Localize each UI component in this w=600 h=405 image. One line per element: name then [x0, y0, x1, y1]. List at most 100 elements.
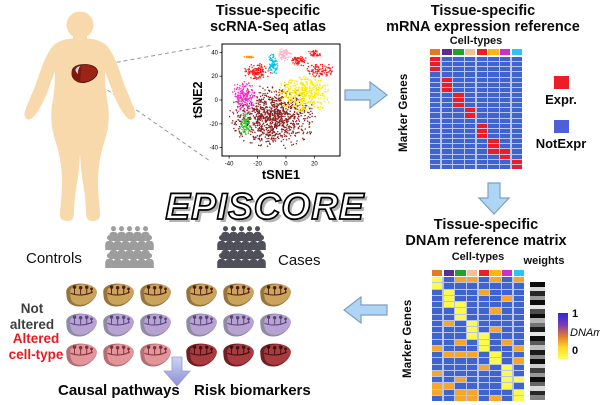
heat-cell [511, 77, 522, 82]
heat-cell [500, 159, 511, 164]
heat-cell [500, 123, 511, 128]
scrna-title-line1: Tissue-specific [215, 3, 321, 19]
heat-cell [488, 92, 499, 98]
heat-cell [430, 98, 441, 103]
body-silhouette [24, 38, 136, 221]
heat-cell [476, 98, 487, 103]
heat-cell [432, 283, 443, 289]
heat-cell [455, 395, 466, 401]
liver-icon [258, 281, 293, 313]
heat-cell [443, 358, 454, 364]
heat-cell [478, 352, 489, 358]
heat-cell [430, 164, 441, 169]
heat-cell [455, 277, 466, 283]
heat-cell [513, 339, 524, 345]
heat-cell [500, 139, 511, 144]
liver-icon [101, 311, 136, 343]
weight-band [530, 345, 545, 350]
heat-cell [488, 154, 499, 159]
heat-cell [441, 154, 452, 159]
heat-cell [453, 57, 464, 62]
heat-cell [488, 72, 499, 77]
heat-cell [443, 377, 454, 383]
celltype-color-chip [476, 49, 487, 55]
heat-cell [453, 103, 464, 108]
heat-cell [490, 277, 501, 283]
heat-cell [511, 164, 522, 169]
heat-cell [478, 289, 489, 295]
celltype-color-chip [502, 270, 513, 276]
heat-cell [441, 87, 452, 92]
heat-cell [441, 123, 452, 128]
weight-band [530, 381, 545, 387]
expr-swatch-icon [553, 76, 569, 89]
heat-cell [513, 320, 524, 326]
heat-cell [476, 144, 487, 149]
heat-cell [513, 358, 524, 364]
heat-cell [441, 82, 452, 87]
heat-cell [476, 149, 487, 154]
heat-cell [441, 67, 452, 72]
weight-band [530, 282, 545, 287]
mrna-legend: Expr. NotExpr [524, 76, 598, 151]
weight-band [530, 390, 545, 396]
heat-cell [502, 314, 513, 320]
scrna-title-line2: scRNA-Seq atlas [209, 19, 327, 36]
heat-cell [453, 98, 464, 103]
celltype-color-chip [465, 49, 476, 55]
heat-cell [488, 123, 499, 128]
heat-cell [455, 302, 466, 308]
heat-cell [453, 144, 464, 149]
heat-cell [443, 327, 454, 333]
heat-cell [488, 67, 499, 72]
heat-cell [478, 320, 489, 326]
heat-cell [488, 128, 499, 134]
heat-cell [500, 144, 511, 149]
heat-cell [430, 123, 441, 128]
heat-cell [465, 62, 476, 67]
heat-cell [443, 389, 454, 395]
person-icon [248, 253, 259, 273]
heat-cell [441, 72, 452, 77]
heat-cell [430, 62, 441, 67]
heat-cell [467, 333, 478, 339]
heat-cell [432, 370, 443, 376]
heat-cell [467, 277, 478, 283]
heat-cell [465, 118, 476, 123]
liver-icon [184, 311, 219, 343]
mrna-celltype-strip [430, 49, 522, 55]
heat-cell [478, 308, 489, 314]
liver-icon [138, 311, 173, 343]
celltype-color-chip [430, 49, 441, 55]
heat-cell [511, 82, 522, 87]
heat-cell [455, 308, 466, 314]
cases-label: Cases [278, 252, 321, 269]
heat-cell [455, 320, 466, 326]
heat-cell [513, 389, 524, 395]
heat-cell [513, 302, 524, 308]
heat-cell [465, 92, 476, 98]
heat-cell [476, 164, 487, 169]
liver-icon [138, 281, 173, 313]
heat-cell [500, 67, 511, 72]
heat-cell [502, 383, 513, 389]
liver-icon [184, 281, 219, 313]
altered-label-line1: Altered [12, 331, 60, 346]
heat-cell [476, 82, 487, 87]
heat-cell [511, 144, 522, 149]
liver-icon [258, 311, 293, 343]
heat-cell [513, 308, 524, 314]
heat-cell [511, 159, 522, 164]
heat-cell [465, 113, 476, 118]
heat-cell [441, 139, 452, 144]
heat-cell [467, 345, 478, 351]
human-body-figure [24, 11, 136, 221]
heat-cell [455, 377, 466, 383]
heat-cell [478, 383, 489, 389]
heat-cell [441, 77, 452, 82]
heat-cell [500, 77, 511, 82]
heat-cell [511, 72, 522, 77]
heat-cell [465, 134, 476, 139]
heat-cell [476, 108, 487, 113]
heat-cell [478, 277, 489, 283]
